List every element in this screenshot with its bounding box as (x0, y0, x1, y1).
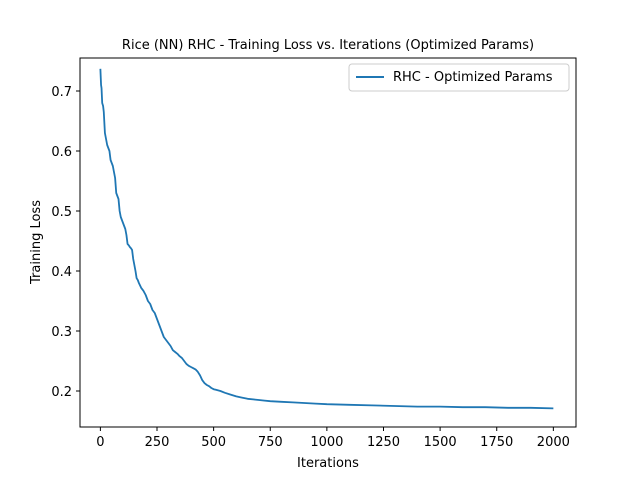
x-axis-title: Iterations (297, 456, 359, 471)
x-tick-label: 1750 (480, 435, 513, 450)
y-tick-label: 0.2 (51, 385, 72, 400)
y-tick-label: 0.7 (51, 85, 72, 100)
x-tick-label: 1000 (310, 435, 343, 450)
plot-area (80, 58, 576, 427)
y-tick-label: 0.6 (51, 145, 72, 160)
legend-box (348, 63, 570, 92)
y-tick-label: 0.5 (51, 205, 72, 220)
plot-frame (79, 57, 577, 428)
x-tick-label: 500 (201, 435, 226, 450)
legend-label: RHC - Optimized Params (393, 70, 553, 85)
legend: RHC - Optimized Params (348, 63, 570, 92)
series-layer (99, 68, 554, 410)
y-axis: 0.2 0.3 0.4 0.5 0.6 0.7 (51, 85, 80, 400)
series-line (99, 68, 554, 410)
x-axis: 0 250 500 750 1000 1250 1500 1750 2000 (96, 427, 570, 450)
x-tick-label: 750 (258, 435, 283, 450)
y-axis-title: Training Loss (29, 200, 44, 285)
y-tick-label: 0.4 (51, 265, 72, 280)
x-tick-label: 250 (145, 435, 170, 450)
y-tick-label: 0.3 (51, 325, 72, 340)
x-tick-label: 1250 (367, 435, 400, 450)
x-tick-label: 1500 (424, 435, 457, 450)
chart-title: Rice (NN) RHC - Training Loss vs. Iterat… (122, 38, 534, 53)
x-tick-label: 0 (96, 435, 104, 450)
x-tick-label: 2000 (537, 435, 570, 450)
